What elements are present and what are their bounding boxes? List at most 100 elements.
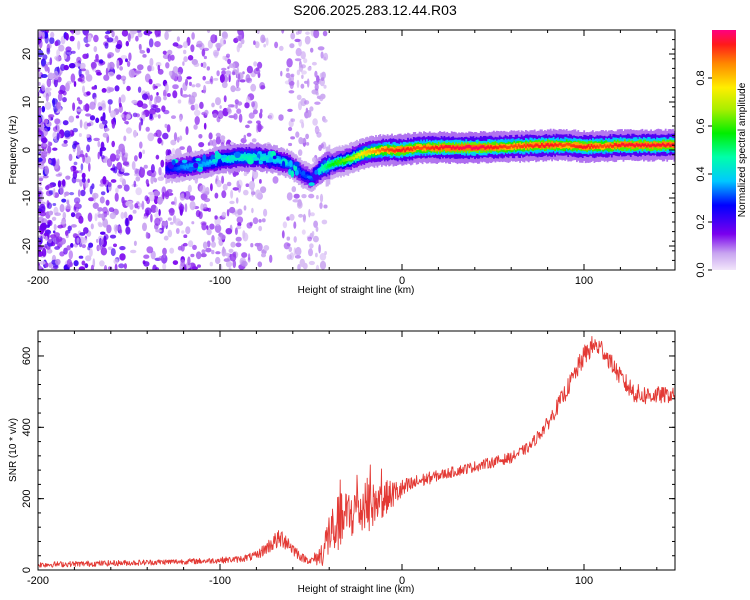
noise-speck <box>201 249 206 254</box>
noise-speck <box>119 66 123 71</box>
ridge-cell <box>180 164 182 169</box>
noise-speck <box>79 179 83 187</box>
ridge-cell <box>222 157 224 162</box>
ridge-cell <box>412 146 415 152</box>
noise-speck <box>109 153 117 162</box>
noise-speck <box>130 249 137 254</box>
noise-speck <box>102 132 109 138</box>
ridge-cell <box>273 158 275 163</box>
ridge-cell <box>651 143 654 147</box>
noise-speck <box>221 67 227 71</box>
ridge-cell <box>587 144 590 147</box>
noise-speck <box>78 255 84 259</box>
ridge-cell <box>428 147 431 151</box>
ridge-cell <box>318 168 321 172</box>
noise-speck <box>50 242 56 247</box>
ridge-blob <box>252 157 260 161</box>
noise-speck <box>171 115 176 119</box>
noise-speck <box>85 152 88 158</box>
noise-speck <box>237 42 243 49</box>
noise-speck <box>131 99 138 104</box>
noise-speck <box>47 145 52 154</box>
ridge-cell <box>456 145 459 149</box>
ridge-cell <box>577 145 580 149</box>
noise-speck <box>256 30 260 34</box>
noise-speck <box>245 124 250 129</box>
noise-speck <box>297 199 302 207</box>
noise-speck <box>253 40 256 45</box>
ridge-cell <box>562 144 565 147</box>
noise-speck <box>100 155 105 160</box>
noise-speck <box>59 84 66 94</box>
noise-speck <box>99 260 105 267</box>
noise-speck <box>119 246 126 251</box>
noise-speck <box>157 196 163 205</box>
noise-speck <box>149 113 153 120</box>
noise-speck <box>116 158 119 162</box>
ridge-cell <box>500 145 503 149</box>
ridge-cell <box>439 146 441 150</box>
noise-speck <box>148 78 153 85</box>
noise-speck <box>186 145 192 155</box>
noise-speck <box>201 222 207 231</box>
noise-speck <box>149 169 157 178</box>
y-tick-label: -10 <box>21 190 33 206</box>
noise-speck <box>147 65 153 72</box>
snr-panel: -200 -100 0 100 0 200 400 600 Height of straigh… <box>8 330 676 595</box>
noise-speck <box>53 188 56 197</box>
ridge-blob <box>306 175 313 179</box>
ridge-cell <box>334 160 337 164</box>
ridge-cell <box>635 142 638 146</box>
noise-speck <box>209 223 215 230</box>
noise-speck <box>168 207 175 216</box>
ridge-cell <box>367 149 370 153</box>
ridge-cell <box>362 151 364 155</box>
noise-speck <box>42 143 47 148</box>
ridge-cell <box>482 145 485 149</box>
noise-speck <box>53 78 58 88</box>
noise-speck <box>251 138 257 143</box>
ridge-cell <box>628 142 631 146</box>
noise-speck <box>152 113 159 118</box>
noise-speck <box>237 73 241 83</box>
noise-speck <box>48 190 54 195</box>
noise-speck <box>227 58 232 65</box>
noise-speck <box>308 248 313 257</box>
noise-speck <box>65 50 72 56</box>
noise-speck <box>194 103 199 111</box>
ridge-cell <box>369 149 371 153</box>
noise-speck <box>48 159 52 164</box>
ridge-cell <box>420 147 422 150</box>
noise-speck <box>118 263 125 269</box>
ridge-cell <box>443 145 446 149</box>
ridge-cell <box>414 147 417 151</box>
noise-speck <box>160 159 165 168</box>
ridge-cell <box>178 166 181 170</box>
noise-speck <box>209 261 213 267</box>
noise-speck <box>69 192 75 196</box>
noise-speck <box>238 113 243 123</box>
ridge-cell <box>395 148 398 152</box>
y-tick-label: 600 <box>21 347 33 365</box>
noise-speck <box>202 75 206 81</box>
noise-speck <box>190 104 196 111</box>
ridge-cell <box>216 159 219 163</box>
noise-speck <box>247 120 253 124</box>
ridge-cell <box>431 145 434 149</box>
noise-speck <box>53 224 57 231</box>
noise-speck <box>190 44 195 53</box>
ridge-cell <box>440 145 443 152</box>
noise-speck <box>138 151 143 159</box>
ridge-cell <box>548 144 551 148</box>
noise-speck <box>81 260 86 266</box>
noise-speck <box>215 251 221 255</box>
ridge-cell <box>343 159 345 162</box>
ridge-cell <box>455 146 457 150</box>
ridge-blob <box>247 157 254 165</box>
noise-speck <box>230 189 234 199</box>
noise-speck <box>245 183 250 187</box>
noise-speck <box>64 191 70 196</box>
ridge-cell <box>364 151 367 155</box>
ridge-cell <box>491 146 494 150</box>
noise-speck <box>258 219 262 223</box>
